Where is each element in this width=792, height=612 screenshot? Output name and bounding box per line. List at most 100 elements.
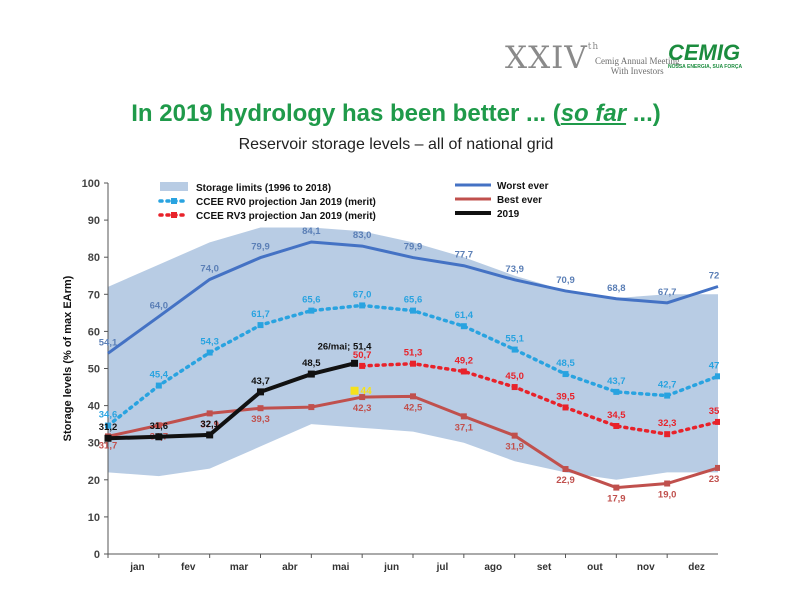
data-label: 45,4: [150, 370, 169, 381]
annotation-label: 44: [361, 386, 373, 397]
data-label: 64,0: [150, 301, 169, 312]
series-line: [360, 361, 720, 436]
data-label: 23,2: [709, 474, 720, 485]
series-marker: [257, 322, 264, 329]
y-axis-label: Storage levels (% of max EArm): [62, 275, 74, 441]
data-label: 70,9: [556, 275, 575, 286]
data-label: 54,3: [200, 337, 219, 348]
event-caption: Cemig Annual Meeting With Investors: [595, 56, 680, 76]
legend-label: CCEE RV3 projection Jan 2019 (merit): [196, 211, 376, 222]
series-marker: [105, 422, 111, 429]
x-tick-label: mar: [230, 562, 248, 573]
x-tick-label: nov: [637, 562, 655, 573]
data-label: 42,5: [404, 402, 423, 413]
data-label: 61,4: [455, 310, 474, 321]
series-marker: [664, 431, 671, 438]
series-marker: [410, 307, 416, 314]
x-tick-label: jul: [436, 562, 449, 573]
series-marker: [206, 410, 213, 417]
series-line: [107, 240, 719, 355]
x-tick-label: fev: [181, 562, 196, 573]
x-tick-label: out: [587, 562, 603, 573]
series-marker: [206, 349, 213, 356]
data-label: 48,5: [302, 358, 321, 369]
data-label: 55,1: [505, 334, 524, 345]
data-label: 43,7: [607, 376, 626, 387]
data-label: 74,0: [200, 263, 219, 274]
series-marker: [715, 373, 720, 380]
series-marker: [511, 384, 518, 391]
series-marker: [562, 371, 569, 378]
data-label: 77,7: [455, 250, 474, 261]
data-label: 79,9: [251, 242, 270, 253]
series-marker: [308, 404, 315, 411]
logo-word: CEMIG: [668, 40, 741, 65]
series-marker: [511, 346, 518, 353]
data-label: 67,7: [658, 287, 677, 298]
data-label: 42,7: [658, 380, 677, 391]
series-marker: [410, 360, 416, 367]
legend-label: Storage limits (1996 to 2018): [196, 183, 331, 194]
series-marker: [460, 323, 467, 330]
series-marker: [351, 359, 359, 367]
x-tick-label: mai: [332, 562, 349, 573]
data-label: 35,6: [709, 406, 720, 417]
series-marker: [613, 484, 620, 491]
series-marker: [308, 307, 315, 314]
data-label: 65,6: [404, 295, 423, 306]
legend-swatch-marker: [171, 198, 177, 204]
series-marker: [206, 431, 214, 439]
legend-swatch-marker: [171, 212, 177, 218]
data-label: 43,7: [251, 376, 270, 387]
data-label: 19,0: [658, 490, 677, 501]
data-label: 31,6: [150, 421, 169, 432]
series-marker: [562, 404, 569, 411]
legend-label: Best ever: [497, 195, 542, 206]
y-tick-label: 0: [94, 549, 100, 561]
series-marker: [359, 302, 366, 309]
series-marker: [155, 433, 163, 441]
data-label: 37,9: [200, 419, 219, 430]
series-line: [107, 361, 356, 441]
data-label: 54,1: [99, 337, 118, 348]
page-subtitle: Reservoir storage levels – all of nation…: [238, 136, 554, 153]
y-tick-label: 70: [88, 289, 100, 301]
annotation-marker: [350, 386, 359, 395]
data-label: 68,8: [607, 283, 626, 294]
data-label: 34,5: [607, 410, 626, 421]
legend-label: 2019: [497, 209, 520, 220]
data-label: 72,1: [709, 271, 720, 282]
data-label: 32,3: [658, 418, 677, 429]
data-label: 42,3: [353, 403, 372, 414]
y-tick-label: 40: [88, 401, 100, 413]
y-tick-label: 90: [88, 215, 100, 227]
event-line-1: Cemig Annual Meeting: [595, 56, 680, 66]
series-marker: [664, 480, 671, 487]
y-tick-label: 10: [88, 512, 100, 524]
data-label: 73,9: [505, 264, 523, 275]
data-label: 31,9: [505, 442, 523, 453]
reservoir-storage-chart: 0 10 20 30 40 50 60 70 80 90 100 jan fev mar abr mai jun…: [62, 178, 720, 573]
data-label: 31,2: [99, 422, 118, 433]
data-label: 51,3: [404, 348, 423, 359]
data-label: 39,5: [556, 391, 575, 402]
event-numeral: XXIVth: [505, 40, 600, 76]
x-tick-label: jan: [129, 562, 144, 573]
x-tick-label: dez: [688, 562, 705, 573]
cemig-logo: CEMIG NOSSA ENERGIA, SUA FORÇA: [668, 42, 750, 71]
data-label: 31,7: [99, 440, 118, 451]
x-tick-label: abr: [282, 562, 298, 573]
y-tick-label: 50: [88, 364, 100, 376]
legend-label: CCEE RV0 projection Jan 2019 (merit): [196, 197, 376, 208]
data-label: 50,7: [353, 350, 372, 361]
series-marker: [511, 432, 518, 439]
legend-swatch: [160, 182, 188, 191]
data-label: 67,0: [353, 289, 372, 300]
y-tick-label: 80: [88, 252, 100, 264]
data-label: 83,0: [353, 230, 372, 241]
series-marker: [104, 434, 112, 442]
y-tick-label: 30: [88, 438, 100, 450]
data-label: 17,9: [607, 494, 626, 505]
y-tick-label: 60: [88, 326, 100, 338]
series-marker: [715, 464, 720, 471]
